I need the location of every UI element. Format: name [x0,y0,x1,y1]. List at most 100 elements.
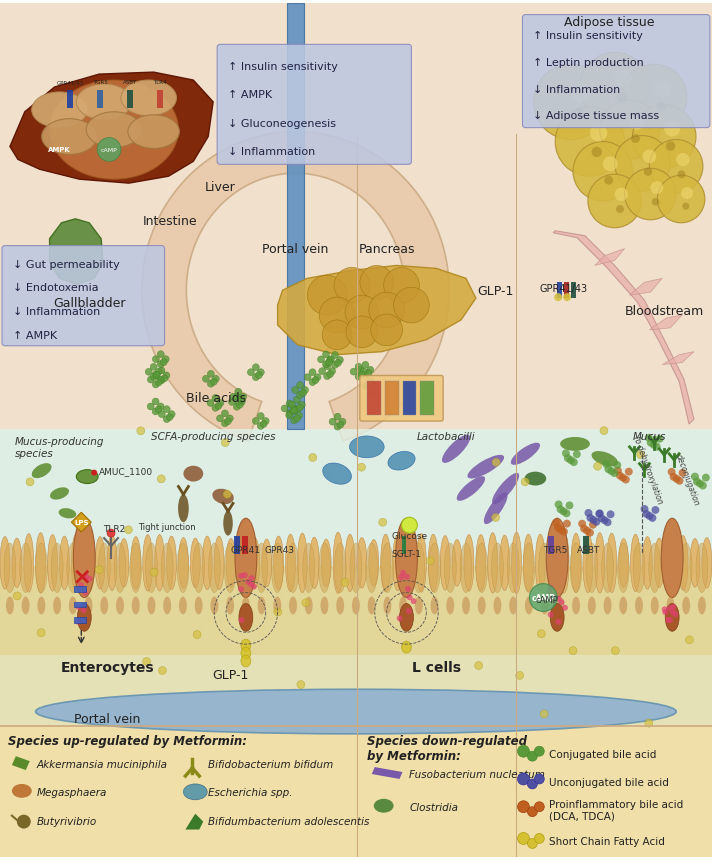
Circle shape [643,151,656,164]
Ellipse shape [95,537,105,590]
Circle shape [153,373,160,380]
Ellipse shape [664,543,676,593]
Circle shape [289,408,296,416]
Ellipse shape [381,535,391,592]
Circle shape [554,501,562,509]
Text: ↓ Adipose tissue mass: ↓ Adipose tissue mass [533,111,660,121]
Circle shape [625,468,633,476]
Circle shape [587,514,595,523]
Circle shape [357,367,364,374]
Ellipse shape [607,534,617,593]
Circle shape [650,441,658,449]
Bar [403,382,416,416]
Circle shape [601,517,609,524]
Circle shape [573,450,581,459]
Ellipse shape [536,535,545,592]
Text: AMUC_1100: AMUC_1100 [99,467,153,475]
Ellipse shape [83,538,93,588]
Circle shape [137,427,145,436]
Circle shape [645,512,653,520]
Circle shape [492,459,500,467]
Circle shape [302,387,309,394]
Ellipse shape [649,543,661,593]
Circle shape [573,142,633,201]
Circle shape [289,402,295,409]
Circle shape [226,415,233,423]
Circle shape [619,474,627,482]
Circle shape [335,360,342,367]
Circle shape [534,833,544,844]
Ellipse shape [397,543,409,593]
Ellipse shape [24,534,34,592]
Text: AMPK: AMPK [48,147,71,153]
Circle shape [597,515,606,523]
Ellipse shape [335,543,346,593]
Ellipse shape [696,543,708,593]
Circle shape [405,586,411,592]
Ellipse shape [177,543,189,593]
Bar [286,3,304,430]
Circle shape [152,408,159,415]
Circle shape [654,82,671,98]
Circle shape [693,478,701,486]
Circle shape [645,719,653,728]
Circle shape [334,414,341,421]
Polygon shape [71,512,91,532]
Ellipse shape [130,543,141,593]
Ellipse shape [67,543,79,593]
Circle shape [339,418,346,425]
Ellipse shape [83,543,95,593]
Circle shape [662,610,668,616]
Circle shape [360,369,367,375]
Ellipse shape [271,543,283,593]
Ellipse shape [510,443,540,465]
Ellipse shape [76,470,98,484]
Circle shape [696,480,704,488]
Ellipse shape [429,543,441,593]
Text: Akkermansia muciniphila: Akkermansia muciniphila [37,759,168,769]
Circle shape [592,147,602,158]
Ellipse shape [85,597,93,615]
Circle shape [662,607,668,612]
Text: SGLT-1: SGLT-1 [391,550,421,559]
Ellipse shape [107,536,117,591]
Circle shape [327,356,335,363]
Text: ↑ Leptin production: ↑ Leptin production [533,58,644,68]
Circle shape [616,472,624,480]
Ellipse shape [682,597,690,615]
Ellipse shape [571,534,581,593]
Ellipse shape [163,597,171,615]
Circle shape [592,518,600,526]
Circle shape [656,102,666,113]
Ellipse shape [51,543,63,593]
Circle shape [686,636,694,644]
Ellipse shape [523,543,535,593]
Polygon shape [10,73,213,184]
Circle shape [238,617,245,623]
Circle shape [329,418,336,425]
Circle shape [246,579,251,585]
Circle shape [358,464,365,472]
Circle shape [569,647,577,655]
Text: Escherichia spp.: Escherichia spp. [208,787,293,797]
Text: Clostridia: Clostridia [409,802,459,812]
Circle shape [586,529,594,537]
Ellipse shape [154,535,164,592]
Circle shape [337,357,343,364]
Ellipse shape [698,597,706,615]
Circle shape [644,168,652,177]
Circle shape [550,598,556,604]
Text: ↓ Gluconeogenesis: ↓ Gluconeogenesis [228,119,336,128]
Circle shape [570,459,578,467]
Ellipse shape [304,597,313,615]
Circle shape [528,839,537,848]
Ellipse shape [352,597,360,615]
Polygon shape [185,814,203,829]
Circle shape [615,189,628,201]
Circle shape [529,584,557,611]
Circle shape [396,616,403,622]
Ellipse shape [210,597,218,615]
Text: Glucose: Glucose [391,531,427,540]
Circle shape [155,380,162,387]
Circle shape [648,514,656,523]
